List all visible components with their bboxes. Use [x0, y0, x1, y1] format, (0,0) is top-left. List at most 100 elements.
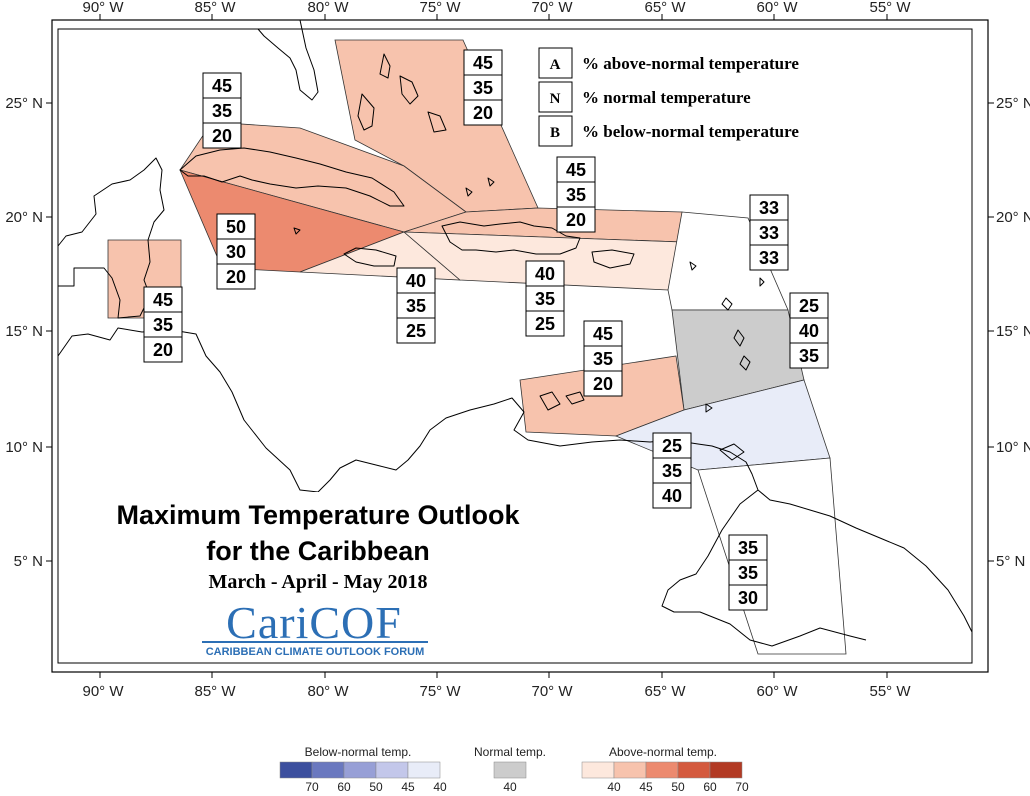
prob-stack-windward: 25 40 35	[789, 292, 829, 369]
prob-below: 20	[593, 374, 613, 394]
colorbar-label: 40	[433, 780, 447, 791]
prob-below: 20	[212, 126, 232, 146]
colorbar-label: 45	[401, 780, 415, 791]
prob-above: 45	[566, 160, 586, 180]
lat-label: 20° N	[5, 209, 43, 226]
colorbar-swatch	[677, 761, 711, 779]
prob-below-box	[583, 370, 623, 397]
prob-below-box	[525, 310, 565, 337]
lon-labels-top: 90° W 85° W 80° W 75° W 70° W 65° W 60° …	[82, 0, 911, 16]
logo-tagline: CARIBBEAN CLIMATE OUTLOOK FORUM	[206, 646, 425, 658]
lat-label: 10° N	[5, 439, 43, 456]
lat-label: 15° N	[996, 323, 1030, 340]
logo-wordmark: CariCOF	[226, 597, 402, 648]
prob-normal-box	[463, 74, 503, 101]
prob-normal-box	[396, 292, 436, 319]
probability-stacks: 45 35 20 45 35 20 50 30 20 45 35 20	[143, 49, 829, 611]
lon-label: 75° W	[419, 0, 461, 16]
prob-below: 25	[535, 314, 555, 334]
prob-normal-box	[143, 311, 183, 338]
prob-above: 33	[759, 198, 779, 218]
prob-below: 40	[662, 486, 682, 506]
colorbar-label: 60	[703, 780, 717, 791]
prob-stack-cuba: 45 35 20	[202, 72, 242, 149]
lon-label: 55° W	[869, 0, 911, 16]
prob-below: 25	[406, 321, 426, 341]
prob-normal-box	[525, 285, 565, 312]
lon-label: 60° W	[756, 683, 798, 700]
colorbar-label: 45	[639, 780, 653, 791]
colorbar-swatch	[613, 761, 647, 779]
prob-above: 50	[226, 217, 246, 237]
prob-below: 30	[738, 588, 758, 608]
lat-label: 10° N	[996, 439, 1030, 456]
colorbar-below: 70 60 50 45 40	[279, 761, 447, 794]
colorbar-label: 50	[369, 780, 383, 791]
prob-stack-trinidad: 25 35 40	[652, 432, 692, 509]
lon-label: 70° W	[531, 683, 573, 700]
prob-normal: 35	[662, 461, 682, 481]
prob-above-box	[749, 194, 789, 221]
prob-below: 20	[566, 210, 586, 230]
prob-above: 45	[212, 76, 232, 96]
prob-normal: 35	[738, 563, 758, 583]
colorbar-above: 40 45 50 60 70	[581, 761, 749, 794]
prob-above: 40	[406, 271, 426, 291]
tick-marks	[46, 14, 994, 678]
colorbar-label: 60	[337, 780, 351, 791]
colorbar-label: 40	[607, 780, 621, 791]
colorbar: Below-normal temp. Normal temp. Above-no…	[279, 745, 749, 794]
prob-below-box	[463, 99, 503, 126]
colorbar-swatch	[375, 761, 409, 779]
prob-stack-bahamas: 45 35 20	[463, 49, 503, 126]
prob-above: 45	[593, 324, 613, 344]
prob-normal: 30	[226, 242, 246, 262]
map-period: March - April - May 2018	[208, 571, 427, 593]
prob-above: 45	[473, 53, 493, 73]
colorbar-swatch	[581, 761, 615, 779]
colorbar-swatch	[279, 761, 313, 779]
lat-labels-right: 25° N 20° N 15° N 10° N 5° N	[996, 95, 1030, 570]
colorbar-swatch	[709, 761, 743, 779]
lon-label: 90° W	[82, 683, 124, 700]
title-backdrop	[60, 492, 580, 662]
prob-above-box	[789, 292, 829, 319]
prob-stack-belize: 45 35 20	[143, 286, 183, 363]
map-title: Maximum Temperature Outlook	[116, 500, 520, 530]
lon-label: 75° W	[419, 683, 461, 700]
prob-above: 25	[799, 296, 819, 316]
colorbar-swatch	[343, 761, 377, 779]
prob-below: 33	[759, 248, 779, 268]
legend-key: A	[550, 57, 561, 73]
colorbar-below-title: Below-normal temp.	[305, 745, 412, 759]
prob-normal: 35	[535, 289, 555, 309]
prob-below-box	[216, 263, 256, 290]
prob-below: 35	[799, 346, 819, 366]
prob-below-box	[749, 244, 789, 271]
prob-stack-abc: 45 35 20	[583, 320, 623, 397]
lon-label: 55° W	[869, 683, 911, 700]
prob-below-box	[202, 122, 242, 149]
prob-stack-cayman: 50 30 20	[216, 213, 256, 290]
legend-key-box	[538, 115, 573, 147]
prob-normal: 40	[799, 321, 819, 341]
lat-label: 20° N	[996, 209, 1030, 226]
colorbar-label: 50	[671, 780, 685, 791]
colorbar-swatch	[645, 761, 679, 779]
lon-label: 85° W	[194, 683, 236, 700]
prob-below: 20	[153, 340, 173, 360]
colorbar-swatch	[493, 761, 527, 779]
prob-normal: 35	[406, 296, 426, 316]
colorbar-swatch	[407, 761, 441, 779]
prob-above: 25	[662, 436, 682, 456]
prob-normal: 35	[212, 101, 232, 121]
prob-below: 20	[226, 267, 246, 287]
prob-stack-jamaica: 40 35 25	[396, 267, 436, 344]
lon-label: 85° W	[194, 0, 236, 16]
prob-normal: 35	[153, 315, 173, 335]
legend-text: % normal temperature	[582, 88, 751, 107]
lon-label: 80° W	[307, 0, 349, 16]
prob-normal-box	[556, 181, 596, 208]
colorbar-label: 70	[735, 780, 749, 791]
